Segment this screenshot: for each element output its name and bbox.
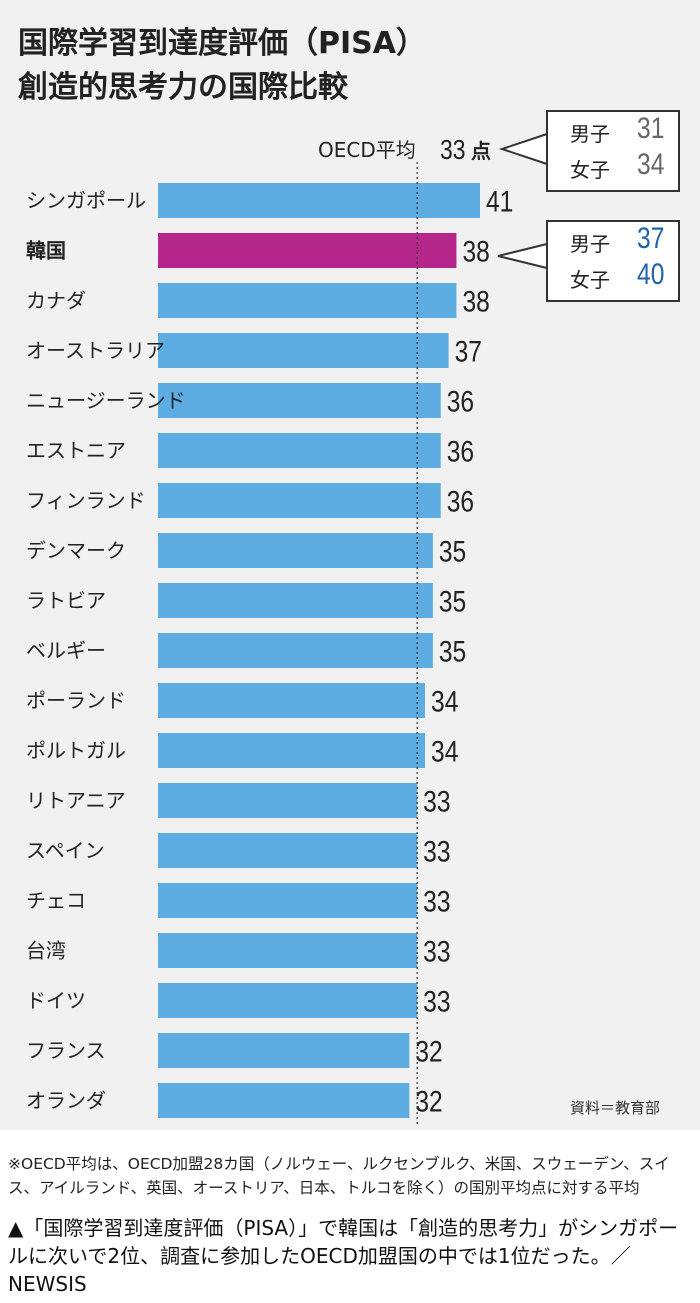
value-label-17: 32 — [415, 1034, 442, 1068]
bar-8 — [158, 583, 433, 618]
value-label-5: 36 — [447, 434, 474, 468]
value-label-7: 35 — [439, 534, 466, 568]
bar-10 — [158, 683, 426, 718]
korea-gender-callout: 男子 37 女子 40 — [546, 220, 680, 302]
category-label-11: ポルトガル — [26, 739, 126, 763]
category-label-5: エストニア — [26, 439, 126, 463]
value-label-6: 36 — [447, 484, 474, 518]
category-label-17: フランス — [26, 1039, 106, 1063]
value-label-0: 41 — [486, 184, 513, 218]
oecd-male-label: 男子 — [570, 122, 610, 146]
value-label-8: 35 — [439, 584, 466, 618]
bar-5 — [158, 433, 441, 468]
category-label-12: リトアニア — [26, 789, 126, 813]
korea-callout-pointer — [497, 243, 548, 269]
oecd-female-value: 34 — [636, 148, 664, 181]
bar-18 — [158, 1083, 410, 1118]
category-label-3: オーストラリア — [26, 339, 165, 363]
bar-2 — [158, 283, 457, 318]
category-label-2: カナダ — [26, 289, 86, 313]
bar-6 — [158, 483, 441, 518]
value-label-3: 37 — [455, 334, 482, 368]
bar-15 — [158, 933, 418, 968]
category-label-15: 台湾 — [26, 939, 66, 963]
category-label-14: チェコ — [26, 889, 86, 913]
oecd-female-label: 女子 — [570, 158, 610, 182]
bar-chart: シンガポール 41 韓国 38 カナダ 38 オーストラリア 37 ニュージーランド 36 エストニ… — [26, 133, 548, 1124]
bar-3 — [158, 333, 449, 368]
category-label-18: オランダ — [26, 1089, 106, 1113]
korea-male-row: 男子 37 — [548, 222, 678, 260]
value-label-1: 38 — [462, 234, 489, 268]
bar-14 — [158, 883, 418, 918]
value-label-14: 33 — [423, 884, 450, 918]
photo-caption: ▲「国際学習到達度評価（PISA）」で韓国は「創造的思考力」がシンガポールに次い… — [8, 1216, 679, 1296]
korea-male-label: 男子 — [570, 232, 610, 256]
category-label-1: 韓国 — [26, 239, 66, 263]
category-label-6: フィンランド — [26, 489, 146, 513]
bar-11 — [158, 733, 426, 768]
value-label-15: 33 — [423, 934, 450, 968]
value-label-9: 35 — [439, 634, 466, 668]
value-label-12: 33 — [423, 784, 450, 818]
oecd-average-unit: 点 — [471, 139, 491, 163]
value-label-2: 38 — [462, 284, 489, 318]
bar-13 — [158, 833, 418, 868]
chart-title-line2: 創造的思考力の国際比較 — [18, 70, 348, 105]
oecd-gender-callout: 男子 31 女子 34 — [546, 110, 680, 192]
bar-9 — [158, 633, 433, 668]
bar-17 — [158, 1033, 410, 1068]
oecd-average-label: OECD平均 — [318, 138, 416, 162]
bar-16 — [158, 983, 418, 1018]
category-label-9: ベルギー — [26, 639, 106, 663]
bar-7 — [158, 533, 433, 568]
category-label-7: デンマーク — [26, 539, 126, 563]
korea-male-value: 37 — [636, 222, 664, 255]
korea-female-label: 女子 — [570, 268, 610, 292]
value-label-18: 32 — [415, 1084, 442, 1118]
oecd-female-row: 女子 34 — [548, 148, 678, 186]
source-note: 資料＝教育部 — [569, 1099, 660, 1117]
category-label-13: スペイン — [26, 839, 105, 863]
value-label-4: 36 — [447, 384, 474, 418]
bar-0 — [158, 183, 480, 218]
category-label-10: ポーランド — [26, 689, 126, 713]
value-label-11: 34 — [431, 734, 458, 768]
category-label-0: シンガポール — [26, 189, 146, 213]
footnote: ※OECD平均は、OECD加盟28カ国（ノルウェー、ルクセンブルク、米国、スウェ… — [8, 1155, 670, 1197]
value-label-16: 33 — [423, 984, 450, 1018]
oecd-average-value: 33 — [440, 135, 466, 166]
bar-4 — [158, 383, 441, 418]
oecd-male-value: 31 — [636, 112, 664, 145]
value-label-10: 34 — [431, 684, 458, 718]
category-label-4: ニュージーランド — [26, 389, 186, 413]
korea-female-row: 女子 40 — [548, 258, 678, 296]
chart-title-line1: 国際学習到達度評価（PISA） — [18, 26, 426, 61]
bar-1 — [158, 233, 457, 268]
oecd-callout-pointer — [498, 133, 548, 165]
oecd-male-row: 男子 31 — [548, 112, 678, 150]
bar-12 — [158, 783, 418, 818]
value-label-13: 33 — [423, 834, 450, 868]
korea-female-value: 40 — [636, 258, 664, 291]
category-label-16: ドイツ — [26, 989, 86, 1013]
category-label-8: ラトビア — [26, 589, 106, 613]
